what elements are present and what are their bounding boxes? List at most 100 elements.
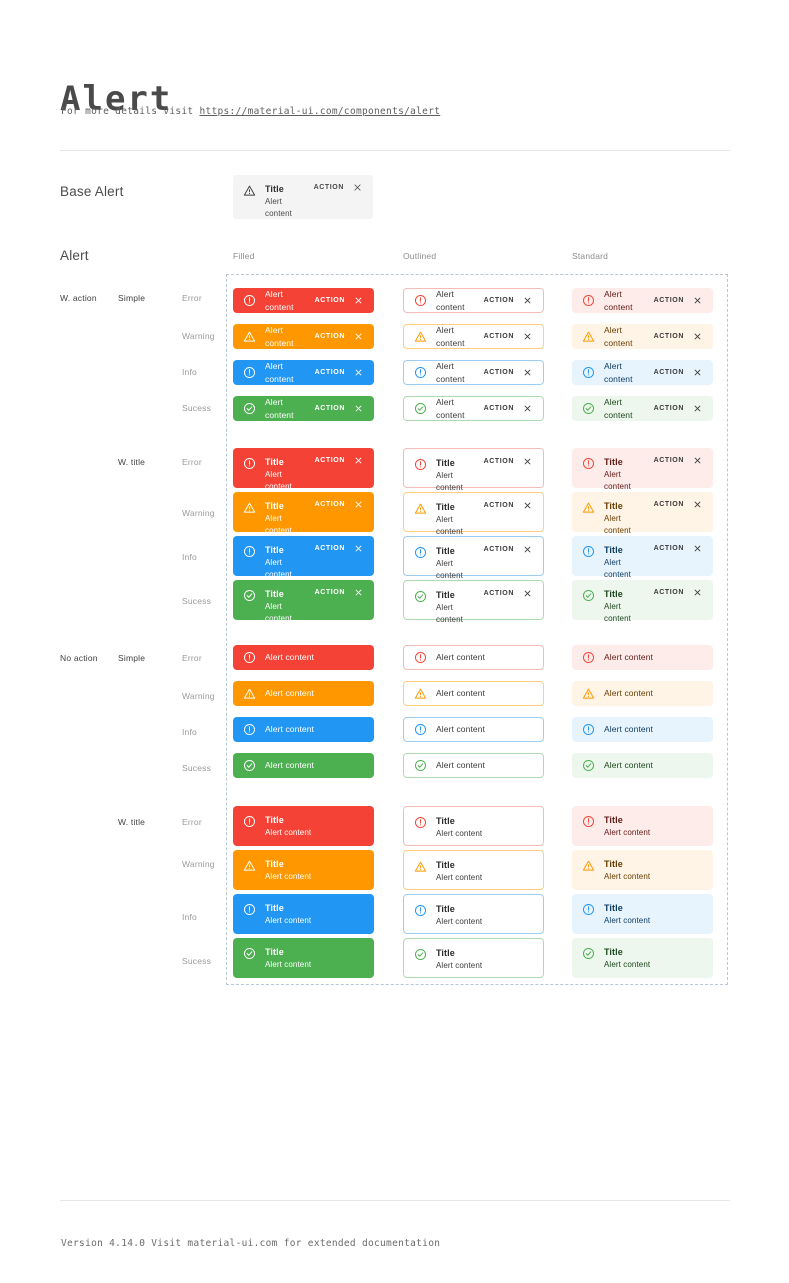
action-button[interactable]: ACTION <box>653 333 684 340</box>
action-button[interactable]: ACTION <box>314 501 345 508</box>
close-icon[interactable] <box>523 368 532 377</box>
alert-outlined-success-with-title-with-action[interactable]: Title Alert content ACTION <box>403 580 544 624</box>
alert-outlined-success-simple-with-action[interactable]: Alert content ACTION <box>403 396 544 421</box>
action-button[interactable]: ACTION <box>314 405 345 412</box>
action-button[interactable]: ACTION <box>483 502 514 509</box>
close-icon[interactable] <box>523 501 532 510</box>
alert-filled-info-simple-with-action[interactable]: Alert content ACTION <box>233 360 374 385</box>
alert-standard-info-simple-with-action[interactable]: Alert content ACTION <box>572 360 713 385</box>
action-button[interactable]: ACTION <box>483 333 514 340</box>
action-button[interactable]: ACTION <box>653 501 684 508</box>
close-icon[interactable] <box>693 456 702 465</box>
action-button[interactable]: ACTION <box>314 457 345 464</box>
action-button[interactable]: ACTION <box>653 297 684 304</box>
close-icon[interactable] <box>354 332 363 341</box>
close-icon[interactable] <box>693 404 702 413</box>
close-icon[interactable] <box>354 296 363 305</box>
alert-standard-warning-with-title-with-action[interactable]: Title Alert content ACTION <box>572 492 713 535</box>
alert-standard-info-simple-no-action[interactable]: Alert content <box>572 717 713 742</box>
close-icon[interactable] <box>693 332 702 341</box>
alert-filled-success-simple-with-action[interactable]: Alert content ACTION <box>233 396 374 421</box>
action-button[interactable]: ACTION <box>653 405 684 412</box>
close-icon[interactable] <box>523 545 532 554</box>
alert-standard-error-simple-no-action[interactable]: Alert content <box>572 645 713 670</box>
close-icon[interactable] <box>353 183 362 192</box>
close-icon[interactable] <box>523 332 532 341</box>
alert-standard-success-with-title-with-action[interactable]: Title Alert content ACTION <box>572 580 713 623</box>
alert-filled-success-simple-no-action[interactable]: Alert content <box>233 753 374 778</box>
alert-filled-error-simple-with-action[interactable]: Alert content ACTION <box>233 288 374 313</box>
alert-outlined-warning-simple-with-action[interactable]: Alert content ACTION <box>403 324 544 349</box>
action-button[interactable]: ACTION <box>483 297 514 304</box>
close-icon[interactable] <box>354 368 363 377</box>
alert-outlined-error-with-title-with-action[interactable]: Title Alert content ACTION <box>403 448 544 492</box>
alert-standard-success-simple-with-action[interactable]: Alert content ACTION <box>572 396 713 421</box>
action-button[interactable]: ACTION <box>313 184 344 191</box>
close-icon[interactable] <box>354 544 363 553</box>
close-icon[interactable] <box>523 404 532 413</box>
alert-standard-error-with-title-with-action[interactable]: Title Alert content ACTION <box>572 448 713 491</box>
close-icon[interactable] <box>693 368 702 377</box>
docs-link[interactable]: https://material-ui.com/components/alert <box>199 106 441 117</box>
close-icon[interactable] <box>354 500 363 509</box>
alert-standard-success-with-title-no-action[interactable]: Title Alert content <box>572 938 713 978</box>
alert-standard-info-with-title-with-action[interactable]: Title Alert content ACTION <box>572 536 713 579</box>
alert-standard-error-simple-with-action[interactable]: Alert content ACTION <box>572 288 713 313</box>
action-button[interactable]: ACTION <box>314 333 345 340</box>
close-icon[interactable] <box>354 456 363 465</box>
alert-outlined-error-simple-with-action[interactable]: Alert content ACTION <box>403 288 544 313</box>
close-icon[interactable] <box>523 296 532 305</box>
close-icon[interactable] <box>693 544 702 553</box>
action-button[interactable]: ACTION <box>483 546 514 553</box>
alert-filled-success-with-title-no-action[interactable]: Title Alert content <box>233 938 374 978</box>
close-icon[interactable] <box>354 588 363 597</box>
alert-standard-warning-simple-no-action[interactable]: Alert content <box>572 681 713 706</box>
action-button[interactable]: ACTION <box>483 369 514 376</box>
alert-filled-info-with-title-no-action[interactable]: Title Alert content <box>233 894 374 934</box>
alert-outlined-success-simple-no-action[interactable]: Alert content <box>403 753 544 778</box>
alert-outlined-warning-simple-no-action[interactable]: Alert content <box>403 681 544 706</box>
alert-outlined-info-with-title-no-action[interactable]: Title Alert content <box>403 894 544 934</box>
alert-standard-warning-with-title-no-action[interactable]: Title Alert content <box>572 850 713 890</box>
alert-outlined-warning-with-title-no-action[interactable]: Title Alert content <box>403 850 544 890</box>
alert-filled-warning-simple-no-action[interactable]: Alert content <box>233 681 374 706</box>
action-button[interactable]: ACTION <box>483 590 514 597</box>
action-button[interactable]: ACTION <box>314 545 345 552</box>
alert-standard-success-simple-no-action[interactable]: Alert content <box>572 753 713 778</box>
alert-filled-error-with-title-with-action[interactable]: Title Alert content ACTION <box>233 448 374 491</box>
close-icon[interactable] <box>693 296 702 305</box>
base-alert[interactable]: Title Alert content ACTION <box>233 175 373 219</box>
alert-filled-success-with-title-with-action[interactable]: Title Alert content ACTION <box>233 580 374 623</box>
close-icon[interactable] <box>523 457 532 466</box>
action-button[interactable]: ACTION <box>483 405 514 412</box>
action-button[interactable]: ACTION <box>653 589 684 596</box>
alert-filled-error-with-title-no-action[interactable]: Title Alert content <box>233 806 374 846</box>
alert-filled-warning-with-title-with-action[interactable]: Title Alert content ACTION <box>233 492 374 535</box>
action-button[interactable]: ACTION <box>314 297 345 304</box>
alert-outlined-success-with-title-no-action[interactable]: Title Alert content <box>403 938 544 978</box>
alert-filled-warning-with-title-no-action[interactable]: Title Alert content <box>233 850 374 890</box>
action-button[interactable]: ACTION <box>653 545 684 552</box>
action-button[interactable]: ACTION <box>483 458 514 465</box>
alert-outlined-warning-with-title-with-action[interactable]: Title Alert content ACTION <box>403 492 544 536</box>
alert-outlined-info-with-title-with-action[interactable]: Title Alert content ACTION <box>403 536 544 580</box>
action-button[interactable]: ACTION <box>314 589 345 596</box>
action-button[interactable]: ACTION <box>653 369 684 376</box>
alert-filled-info-simple-no-action[interactable]: Alert content <box>233 717 374 742</box>
alert-filled-warning-simple-with-action[interactable]: Alert content ACTION <box>233 324 374 349</box>
alert-filled-error-simple-no-action[interactable]: Alert content <box>233 645 374 670</box>
action-button[interactable]: ACTION <box>653 457 684 464</box>
close-icon[interactable] <box>693 500 702 509</box>
close-icon[interactable] <box>693 588 702 597</box>
close-icon[interactable] <box>523 589 532 598</box>
alert-standard-error-with-title-no-action[interactable]: Title Alert content <box>572 806 713 846</box>
alert-outlined-error-with-title-no-action[interactable]: Title Alert content <box>403 806 544 846</box>
close-icon[interactable] <box>354 404 363 413</box>
action-button[interactable]: ACTION <box>314 369 345 376</box>
alert-outlined-info-simple-with-action[interactable]: Alert content ACTION <box>403 360 544 385</box>
alert-filled-info-with-title-with-action[interactable]: Title Alert content ACTION <box>233 536 374 579</box>
alert-outlined-error-simple-no-action[interactable]: Alert content <box>403 645 544 670</box>
alert-outlined-info-simple-no-action[interactable]: Alert content <box>403 717 544 742</box>
alert-standard-warning-simple-with-action[interactable]: Alert content ACTION <box>572 324 713 349</box>
alert-standard-info-with-title-no-action[interactable]: Title Alert content <box>572 894 713 934</box>
